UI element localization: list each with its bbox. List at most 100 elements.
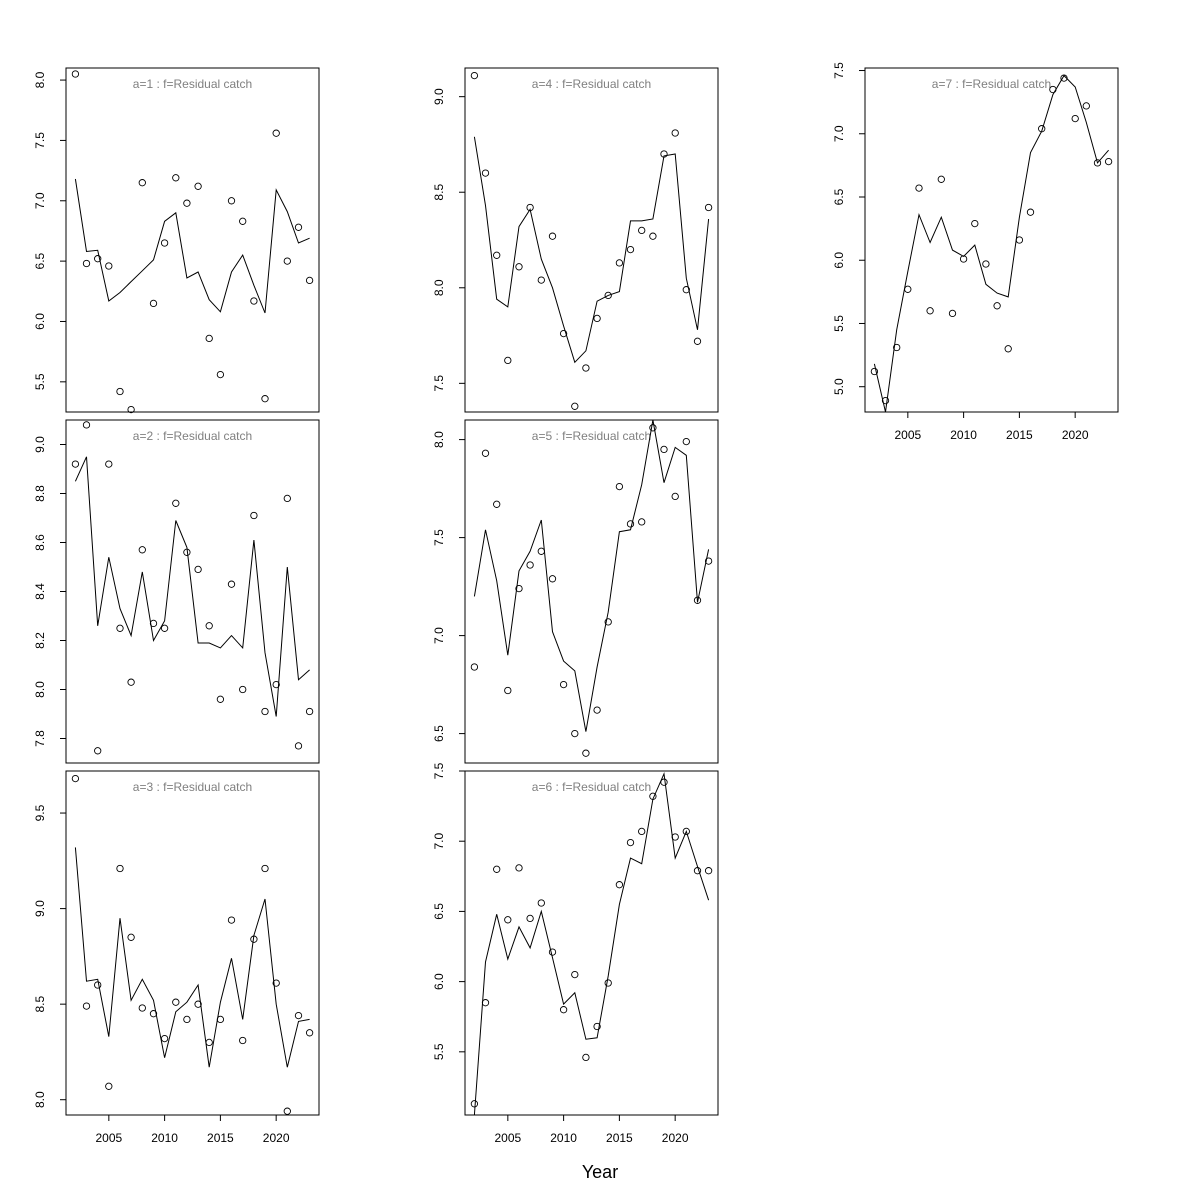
panel-title: a=2 : f=Residual catch: [133, 429, 252, 443]
data-point: [582, 1053, 590, 1062]
data-point: [205, 622, 213, 630]
data-point: [537, 899, 545, 907]
data-point: [559, 680, 568, 689]
x-tick-label: 2005: [894, 428, 921, 442]
data-point: [227, 197, 236, 205]
panel-a-7: 5.0 5.5 6.0 6.5 7.0 7.5 2005 2010 2015 2020 a=7 : …: [832, 62, 1119, 442]
y-tick-label: 7.0: [432, 627, 446, 644]
y-tick-label: 6.5: [33, 252, 47, 269]
data-point: [649, 424, 657, 432]
data-point: [127, 678, 135, 686]
data-point: [470, 1100, 479, 1108]
panel-a-1: 5.5 6.0 6.5 7.0 7.5 8.0 a=1 : f=Residual catch: [33, 67, 320, 414]
data-point: [559, 329, 568, 338]
data-point: [926, 307, 934, 315]
data-point: [682, 827, 690, 836]
data-point: [693, 337, 702, 345]
data-point: [305, 707, 314, 716]
data-point: [870, 367, 879, 376]
data-point: [1015, 236, 1024, 244]
y-tick-label: 9.0: [33, 436, 47, 453]
data-point: [526, 561, 534, 569]
data-point: [993, 302, 1001, 310]
data-point: [149, 299, 158, 308]
panel-a-4: 7.5 8.0 8.5 9.0 a=4 : f=Residual catch: [432, 67, 719, 413]
data-point: [604, 979, 612, 987]
data-point: [493, 251, 501, 259]
data-point: [504, 916, 512, 924]
data-point: [239, 217, 247, 225]
data-point: [239, 1036, 247, 1045]
data-point: [704, 203, 713, 212]
y-tick-label: 8.4: [33, 583, 47, 600]
data-point: [682, 437, 690, 446]
series-line: [473, 136, 710, 364]
y-tick-label: 7.0: [432, 833, 446, 850]
data-point: [1026, 208, 1035, 216]
panel-title: a=1 : f=Residual catch: [133, 77, 252, 91]
y-tick-label: 8.0: [33, 1091, 47, 1108]
data-point: [593, 1022, 601, 1031]
x-tick-label: 2010: [151, 1131, 178, 1145]
data-point: [294, 742, 303, 750]
data-point: [881, 396, 890, 405]
panel-title: a=6 : f=Residual catch: [532, 780, 651, 794]
data-point: [937, 175, 945, 183]
data-point: [470, 663, 479, 671]
data-point: [82, 1002, 91, 1010]
data-point: [660, 445, 668, 454]
panel-a-6: 5.5 6.0 6.5 7.0 7.5 2005 2010 2015 2020 a=6 : f=R…: [432, 762, 719, 1145]
y-tick-label: 7.5: [432, 375, 446, 392]
x-tick-label: 2015: [1006, 428, 1033, 442]
data-point: [504, 356, 512, 365]
y-tick-label: 8.5: [432, 184, 446, 201]
data-point: [638, 518, 646, 526]
data-point: [283, 257, 291, 265]
y-tick-label: 8.6: [33, 534, 47, 551]
panel-frame: [65, 770, 320, 1116]
data-point: [227, 916, 236, 924]
y-tick-label: 8.5: [33, 995, 47, 1012]
data-point: [626, 520, 635, 528]
x-tick-label: 2010: [550, 1131, 577, 1145]
data-point: [250, 511, 258, 520]
data-point: [172, 998, 180, 1006]
y-tick-label: 5.0: [832, 378, 846, 395]
y-tick-label: 5.5: [832, 315, 846, 332]
data-point: [272, 979, 280, 987]
panel-frame: [464, 419, 719, 764]
data-point: [470, 71, 479, 80]
y-tick-label: 7.5: [432, 762, 446, 779]
y-tick-label: 7.5: [432, 529, 446, 546]
y-tick-label: 7.0: [832, 125, 846, 142]
panel-frame: [464, 67, 719, 413]
data-point: [515, 584, 523, 593]
y-tick-label: 8.2: [33, 632, 47, 649]
panel-title: a=4 : f=Residual catch: [532, 77, 651, 91]
panel-a-2: 7.8 8.0 8.2 8.4 8.6 8.8 9.0 a=2 : f=Residual ca…: [33, 419, 320, 764]
y-tick-label: 8.8: [33, 485, 47, 502]
y-tick-label: 9.0: [432, 88, 446, 105]
data-point: [893, 343, 901, 352]
data-point: [183, 199, 191, 207]
y-tick-label: 8.0: [33, 681, 47, 698]
y-tick-label: 8.0: [33, 71, 47, 88]
data-point: [71, 460, 80, 468]
series-line: [473, 771, 710, 1115]
panel-frame: [65, 67, 320, 413]
data-point: [82, 421, 91, 429]
data-point: [1104, 157, 1113, 166]
data-point: [615, 482, 624, 491]
data-point: [671, 492, 679, 501]
y-tick-label: 6.0: [832, 252, 846, 269]
data-point: [971, 219, 979, 228]
y-tick-label: 6.5: [832, 188, 846, 205]
data-point: [1093, 159, 1102, 167]
data-point: [582, 364, 590, 372]
x-tick-label: 2020: [662, 1131, 689, 1145]
data-point: [261, 707, 269, 716]
data-point: [915, 184, 923, 192]
figure-xlabel: Year: [582, 1162, 618, 1182]
data-point: [626, 838, 635, 847]
data-point: [250, 297, 258, 305]
